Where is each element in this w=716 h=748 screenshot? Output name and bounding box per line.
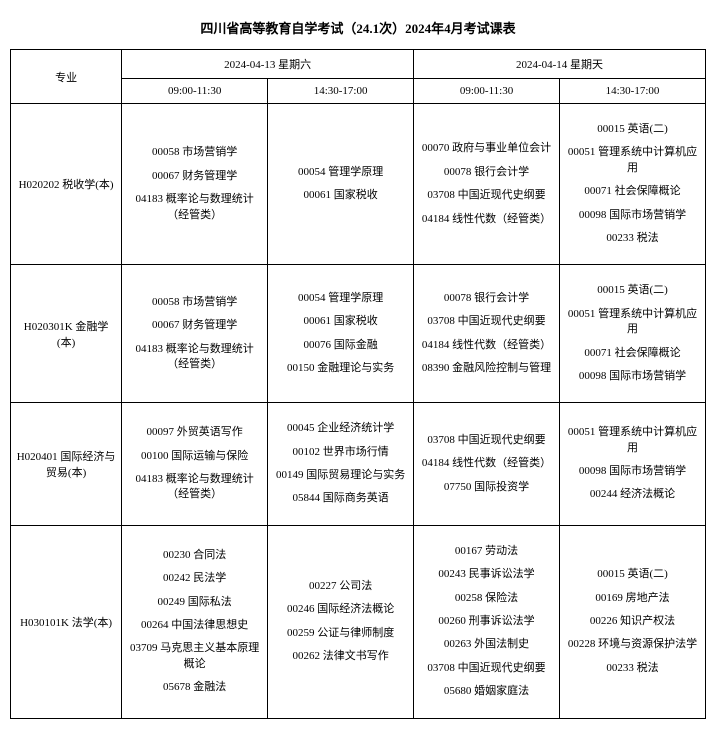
- course-item: 00097 外贸英语写作: [126, 425, 263, 440]
- table-row: H020301K 金融学(本) 00058 市场营销学 00067 财务管理学 041…: [11, 265, 706, 403]
- course-item: 04184 线性代数（经管类）: [418, 212, 555, 227]
- course-item: 08390 金融风险控制与管理: [418, 361, 555, 376]
- course-item: 00226 知识产权法: [564, 614, 701, 629]
- course-item: 00100 国际运输与保险: [126, 449, 263, 464]
- course-item: 00167 劳动法: [418, 544, 555, 559]
- course-item: 00058 市场营销学: [126, 295, 263, 310]
- course-item: 04183 概率论与数理统计（经管类）: [126, 342, 263, 373]
- course-cell: 00058 市场营销学 00067 财务管理学 04183 概率论与数理统计（经管类…: [122, 104, 268, 265]
- course-item: 00078 银行会计学: [418, 165, 555, 180]
- table-row: H020202 税收学(本) 00058 市场营销学 00067 财务管理学 0418…: [11, 104, 706, 265]
- table-row: H030101K 法学(本) 00230 合同法 00242 民法学 00249 国际…: [11, 525, 706, 718]
- course-item: 00071 社会保障概论: [564, 346, 701, 361]
- course-item: 00260 刑事诉讼法学: [418, 614, 555, 629]
- course-item: 00078 银行会计学: [418, 291, 555, 306]
- course-cell: 00045 企业经济统计学 00102 世界市场行情 00149 国际贸易理论与实务…: [268, 403, 414, 526]
- course-item: 00259 公证与律师制度: [272, 626, 409, 641]
- course-item: 00070 政府与事业单位会计: [418, 141, 555, 156]
- course-item: 04183 概率论与数理统计（经管类）: [126, 192, 263, 223]
- course-item: 00264 中国法律思想史: [126, 618, 263, 633]
- course-item: 00102 世界市场行情: [272, 445, 409, 460]
- course-item: 00015 英语(二): [564, 567, 701, 582]
- header-d2pm: 14:30-17:00: [560, 79, 706, 104]
- header-d1am: 09:00-11:30: [122, 79, 268, 104]
- course-cell: 00227 公司法 00246 国际经济法概论 00259 公证与律师制度 00262…: [268, 525, 414, 718]
- course-cell: 00015 英语(二) 00051 管理系统中计算机应用 00071 社会保障概论 0…: [560, 104, 706, 265]
- course-item: 00058 市场营销学: [126, 145, 263, 160]
- header-d2am: 09:00-11:30: [414, 79, 560, 104]
- header-d1pm: 14:30-17:00: [268, 79, 414, 104]
- course-cell: 03708 中国近现代史纲要 04184 线性代数（经管类） 07750 国际投资学: [414, 403, 560, 526]
- course-item: 03708 中国近现代史纲要: [418, 661, 555, 676]
- course-cell: 00054 管理学原理 00061 国家税收 00076 国际金融 00150 金融理…: [268, 265, 414, 403]
- course-cell: 00015 英语(二) 00051 管理系统中计算机应用 00071 社会保障概论 0…: [560, 265, 706, 403]
- course-item: 00244 经济法概论: [564, 487, 701, 502]
- course-item: 03708 中国近现代史纲要: [418, 314, 555, 329]
- major-cell: H020202 税收学(本): [11, 104, 122, 265]
- course-item: 00243 民事诉讼法学: [418, 567, 555, 582]
- course-item: 00262 法律文书写作: [272, 649, 409, 664]
- course-item: 00061 国家税收: [272, 188, 409, 203]
- course-item: 00051 管理系统中计算机应用: [564, 425, 701, 456]
- course-item: 00098 国际市场营销学: [564, 464, 701, 479]
- course-item: 00067 财务管理学: [126, 318, 263, 333]
- course-item: 00071 社会保障概论: [564, 184, 701, 199]
- course-item: 04184 线性代数（经管类）: [418, 338, 555, 353]
- major-cell: H030101K 法学(本): [11, 525, 122, 718]
- course-cell: 00058 市场营销学 00067 财务管理学 04183 概率论与数理统计（经管类…: [122, 265, 268, 403]
- page-title: 四川省高等教育自学考试（24.1次）2024年4月考试课表: [10, 10, 706, 49]
- course-item: 00263 外国法制史: [418, 637, 555, 652]
- header-day2: 2024-04-14 星期天: [414, 50, 706, 79]
- course-item: 00150 金融理论与实务: [272, 361, 409, 376]
- course-item: 05680 婚姻家庭法: [418, 684, 555, 699]
- course-cell: 00230 合同法 00242 民法学 00249 国际私法 00264 中国法律思想…: [122, 525, 268, 718]
- course-item: 00045 企业经济统计学: [272, 421, 409, 436]
- course-item: 00067 财务管理学: [126, 169, 263, 184]
- course-item: 00227 公司法: [272, 579, 409, 594]
- course-item: 00015 英语(二): [564, 122, 701, 137]
- course-cell: 00015 英语(二) 00169 房地产法 00226 知识产权法 00228 环境…: [560, 525, 706, 718]
- header-day1: 2024-04-13 星期六: [122, 50, 414, 79]
- course-item: 00242 民法学: [126, 571, 263, 586]
- course-item: 00051 管理系统中计算机应用: [564, 307, 701, 338]
- course-item: 07750 国际投资学: [418, 480, 555, 495]
- course-item: 03709 马克思主义基本原理概论: [126, 641, 263, 672]
- header-major: 专业: [11, 50, 122, 104]
- schedule-table: 专业 2024-04-13 星期六 2024-04-14 星期天 09:00-1…: [10, 49, 706, 719]
- course-item: 00228 环境与资源保护法学: [564, 637, 701, 652]
- course-cell: 00051 管理系统中计算机应用 00098 国际市场营销学 00244 经济法概论: [560, 403, 706, 526]
- course-item: 00098 国际市场营销学: [564, 369, 701, 384]
- major-cell: H020401 国际经济与贸易(本): [11, 403, 122, 526]
- course-item: 00015 英语(二): [564, 283, 701, 298]
- course-item: 00098 国际市场营销学: [564, 208, 701, 223]
- course-item: 00061 国家税收: [272, 314, 409, 329]
- course-item: 00249 国际私法: [126, 595, 263, 610]
- course-item: 05844 国际商务英语: [272, 491, 409, 506]
- course-item: 00246 国际经济法概论: [272, 602, 409, 617]
- major-cell: H020301K 金融学(本): [11, 265, 122, 403]
- course-item: 00054 管理学原理: [272, 291, 409, 306]
- course-item: 04184 线性代数（经管类）: [418, 456, 555, 471]
- course-item: 03708 中国近现代史纲要: [418, 188, 555, 203]
- table-row: H020401 国际经济与贸易(本) 00097 外贸英语写作 00100 国际运输…: [11, 403, 706, 526]
- course-cell: 00167 劳动法 00243 民事诉讼法学 00258 保险法 00260 刑事诉讼…: [414, 525, 560, 718]
- course-item: 00076 国际金融: [272, 338, 409, 353]
- course-cell: 00097 外贸英语写作 00100 国际运输与保险 04183 概率论与数理统计（…: [122, 403, 268, 526]
- course-item: 00169 房地产法: [564, 591, 701, 606]
- course-item: 00258 保险法: [418, 591, 555, 606]
- course-item: 03708 中国近现代史纲要: [418, 433, 555, 448]
- course-item: 00051 管理系统中计算机应用: [564, 145, 701, 176]
- course-item: 05678 金融法: [126, 680, 263, 695]
- course-cell: 00070 政府与事业单位会计 00078 银行会计学 03708 中国近现代史纲要…: [414, 104, 560, 265]
- course-item: 00233 税法: [564, 661, 701, 676]
- course-item: 00149 国际贸易理论与实务: [272, 468, 409, 483]
- course-item: 00233 税法: [564, 231, 701, 246]
- course-item: 00054 管理学原理: [272, 165, 409, 180]
- course-item: 04183 概率论与数理统计（经管类）: [126, 472, 263, 503]
- course-cell: 00054 管理学原理 00061 国家税收: [268, 104, 414, 265]
- course-cell: 00078 银行会计学 03708 中国近现代史纲要 04184 线性代数（经管类）…: [414, 265, 560, 403]
- course-item: 00230 合同法: [126, 548, 263, 563]
